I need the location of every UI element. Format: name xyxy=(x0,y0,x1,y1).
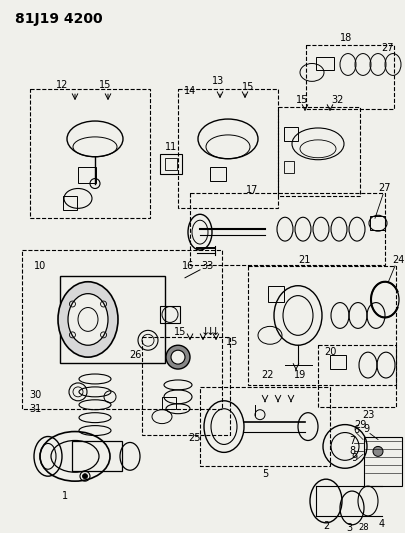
Text: 15: 15 xyxy=(98,80,111,90)
Text: 14: 14 xyxy=(183,86,196,96)
Text: 81J19 4200: 81J19 4200 xyxy=(15,12,102,26)
Text: 15: 15 xyxy=(225,337,238,348)
Text: 31: 31 xyxy=(29,403,41,414)
Bar xyxy=(267,286,284,302)
Bar xyxy=(190,193,384,265)
Text: 3: 3 xyxy=(345,523,351,533)
Bar xyxy=(164,158,177,169)
Text: 5: 5 xyxy=(261,469,267,479)
Bar xyxy=(369,216,384,230)
Text: 10: 10 xyxy=(34,261,46,271)
Bar xyxy=(162,397,175,409)
Text: 15: 15 xyxy=(241,82,254,92)
Text: 21: 21 xyxy=(297,255,309,265)
Bar xyxy=(317,345,395,407)
Ellipse shape xyxy=(58,282,118,357)
Bar xyxy=(72,441,122,471)
Text: ↓: ↓ xyxy=(200,327,209,337)
Text: ↓: ↓ xyxy=(210,327,219,337)
Text: 20: 20 xyxy=(323,347,335,357)
Text: 26: 26 xyxy=(128,350,141,360)
Bar xyxy=(78,167,96,182)
Text: 7: 7 xyxy=(348,437,354,447)
Text: 9: 9 xyxy=(350,454,356,463)
Bar xyxy=(284,161,293,173)
Text: 32: 32 xyxy=(331,95,343,105)
Text: 4: 4 xyxy=(378,519,384,529)
Text: 22: 22 xyxy=(261,370,273,380)
Text: 19: 19 xyxy=(293,370,305,380)
Text: 33: 33 xyxy=(200,261,213,271)
Text: 27: 27 xyxy=(381,43,393,53)
Text: 12: 12 xyxy=(55,80,68,90)
Bar xyxy=(209,167,226,181)
Bar xyxy=(160,154,181,174)
Text: 23: 23 xyxy=(361,410,373,419)
Text: 18: 18 xyxy=(339,33,351,43)
Text: 25: 25 xyxy=(188,433,201,443)
Text: 28: 28 xyxy=(358,523,369,532)
Ellipse shape xyxy=(68,294,108,345)
Bar xyxy=(305,45,393,109)
Text: 17: 17 xyxy=(245,185,258,196)
Bar xyxy=(363,437,401,486)
Text: 2: 2 xyxy=(322,521,328,531)
Text: 9: 9 xyxy=(362,424,368,433)
Text: 1: 1 xyxy=(62,491,68,501)
Text: 15: 15 xyxy=(173,327,186,337)
Circle shape xyxy=(82,474,87,479)
Text: 6: 6 xyxy=(352,425,358,434)
Text: 13: 13 xyxy=(211,76,224,86)
Text: 29: 29 xyxy=(353,419,365,430)
Text: 30: 30 xyxy=(29,390,41,400)
Bar xyxy=(63,197,77,211)
Bar xyxy=(142,337,230,434)
Bar xyxy=(284,127,297,141)
Bar xyxy=(160,305,179,324)
Circle shape xyxy=(166,345,190,369)
Bar xyxy=(247,266,395,385)
Text: 16: 16 xyxy=(181,261,194,271)
Bar xyxy=(30,90,149,218)
Bar xyxy=(329,355,345,369)
Bar xyxy=(200,387,329,466)
Bar xyxy=(315,56,333,70)
Bar xyxy=(177,90,277,208)
Text: ↓: ↓ xyxy=(205,327,214,337)
Text: 24: 24 xyxy=(391,255,403,265)
Text: 8: 8 xyxy=(348,447,354,456)
Circle shape xyxy=(372,447,382,456)
Bar xyxy=(22,250,222,409)
Bar xyxy=(60,276,164,363)
Text: 11: 11 xyxy=(164,142,177,152)
Text: 27: 27 xyxy=(378,183,390,193)
Text: 15: 15 xyxy=(295,95,307,105)
Bar xyxy=(277,107,359,197)
Circle shape xyxy=(171,350,185,364)
